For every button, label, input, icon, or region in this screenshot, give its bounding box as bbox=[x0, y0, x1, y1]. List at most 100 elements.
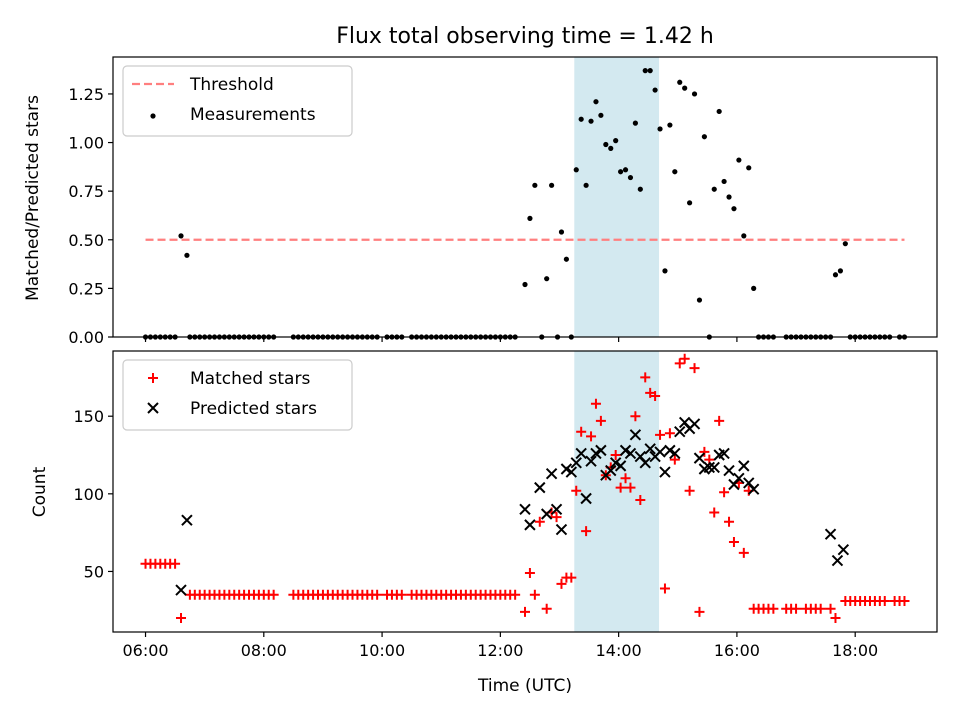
measurement-point bbox=[618, 169, 624, 175]
x-tick-label: 08:00 bbox=[241, 641, 287, 660]
matched-star-point bbox=[595, 415, 606, 426]
predicted-star-point bbox=[718, 447, 730, 460]
measurement-point bbox=[642, 68, 648, 74]
measurement-point bbox=[544, 276, 550, 282]
predicted-star-point bbox=[747, 483, 760, 495]
measurement-point bbox=[696, 297, 703, 303]
predicted-star-point bbox=[693, 452, 706, 464]
predicted-star-point bbox=[555, 523, 568, 536]
matched-star-point bbox=[738, 547, 749, 558]
predicted-star-point bbox=[639, 457, 651, 469]
predicted-star-point bbox=[824, 528, 837, 540]
measurement-point bbox=[608, 145, 614, 151]
matched-star-point bbox=[372, 589, 383, 600]
matched-star-point bbox=[655, 429, 666, 440]
measurement-point bbox=[741, 233, 747, 239]
legend-label: Measurements bbox=[190, 105, 316, 125]
predicted-star-point bbox=[831, 554, 844, 567]
predicted-star-point bbox=[723, 464, 735, 477]
measurement-point bbox=[667, 122, 673, 128]
x-tick-label: 10:00 bbox=[359, 641, 405, 660]
matched-star-point bbox=[176, 613, 187, 624]
predicted-star-point bbox=[575, 447, 587, 460]
measurement-point bbox=[677, 79, 683, 85]
matched-star-point bbox=[551, 512, 562, 523]
matched-star-point bbox=[630, 411, 641, 422]
top-shaded-span bbox=[574, 57, 660, 337]
predicted-star-point bbox=[708, 461, 720, 474]
bottom-points-layer bbox=[140, 353, 910, 624]
predicted-star-point bbox=[614, 460, 627, 472]
bottom-y-axis-label: Count bbox=[30, 466, 50, 517]
legend-measurement-swatch bbox=[150, 113, 156, 119]
y-tick-label: 1.00 bbox=[68, 134, 104, 153]
matched-star-point bbox=[556, 578, 567, 589]
predicted-star-point bbox=[585, 455, 597, 467]
predicted-star-point bbox=[175, 584, 187, 596]
top-legend: Threshold Measurements bbox=[122, 65, 353, 137]
matched-star-point bbox=[699, 446, 710, 457]
legend-label: Matched stars bbox=[190, 369, 310, 389]
predicted-star-point bbox=[733, 472, 745, 485]
measurement-point bbox=[751, 285, 757, 291]
predicted-star-point bbox=[181, 514, 193, 526]
predicted-star-point bbox=[624, 447, 637, 460]
observing-window-span bbox=[574, 351, 660, 632]
measurement-point bbox=[593, 99, 599, 105]
measurement-point bbox=[583, 182, 589, 188]
predicted-star-point bbox=[580, 492, 592, 505]
measurement-point bbox=[622, 167, 629, 173]
matched-star-point bbox=[684, 485, 695, 496]
measurement-point bbox=[573, 167, 579, 173]
matched-star-point bbox=[640, 372, 651, 383]
legend-predicted-swatch bbox=[147, 402, 159, 414]
matched-star-point bbox=[510, 589, 521, 600]
measurement-point bbox=[721, 178, 727, 185]
predicted-star-point bbox=[674, 426, 686, 438]
matched-star-point bbox=[590, 398, 601, 409]
measurement-point bbox=[837, 268, 844, 274]
matched-star-point bbox=[566, 572, 577, 583]
top-panel: 0.00 0.25 0.50 0.75 1.00 1.25 Threshold Measur… bbox=[23, 56, 938, 347]
measurement-point bbox=[687, 200, 693, 206]
matched-star-point bbox=[170, 558, 181, 569]
legend-label: Threshold bbox=[189, 75, 274, 95]
matched-star-point bbox=[815, 603, 826, 614]
matched-star-point bbox=[724, 516, 735, 527]
legend-label: Predicted stars bbox=[190, 399, 317, 419]
legend-box bbox=[122, 359, 353, 431]
predicted-star-point bbox=[534, 481, 546, 494]
predicted-star-point bbox=[669, 447, 681, 460]
measurement-point bbox=[691, 91, 698, 97]
measurement-point bbox=[662, 268, 668, 274]
matched-star-point bbox=[664, 428, 675, 439]
measurement-point bbox=[682, 85, 688, 91]
matched-star-point bbox=[830, 613, 841, 624]
predicted-star-point bbox=[659, 466, 671, 478]
x-tick-label: 18:00 bbox=[832, 641, 878, 660]
measurement-point bbox=[746, 165, 752, 171]
legend-box bbox=[122, 65, 353, 137]
matched-star-point bbox=[689, 363, 700, 374]
matched-star-point bbox=[529, 589, 540, 600]
predicted-star-point bbox=[565, 466, 578, 478]
y-tick-label: 1.25 bbox=[68, 85, 104, 104]
measurement-point bbox=[558, 229, 565, 235]
matched-star-point bbox=[679, 353, 690, 364]
measurement-point bbox=[726, 194, 732, 200]
measurement-point bbox=[527, 215, 533, 221]
y-tick-label: 150 bbox=[73, 407, 104, 426]
matched-star-point bbox=[520, 606, 530, 617]
y-tick-label: 50 bbox=[84, 562, 104, 581]
y-tick-label: 0.00 bbox=[68, 328, 104, 347]
matched-star-point bbox=[659, 583, 670, 594]
matched-star-point bbox=[625, 482, 636, 493]
matched-star-point bbox=[791, 603, 802, 614]
measurement-point bbox=[731, 206, 737, 212]
matched-star-point bbox=[674, 358, 685, 369]
measurement-point bbox=[701, 134, 707, 140]
measurement-point bbox=[736, 157, 742, 163]
predicted-star-point bbox=[540, 508, 553, 520]
bottom-legend: Matched stars Predicted stars bbox=[122, 359, 353, 431]
